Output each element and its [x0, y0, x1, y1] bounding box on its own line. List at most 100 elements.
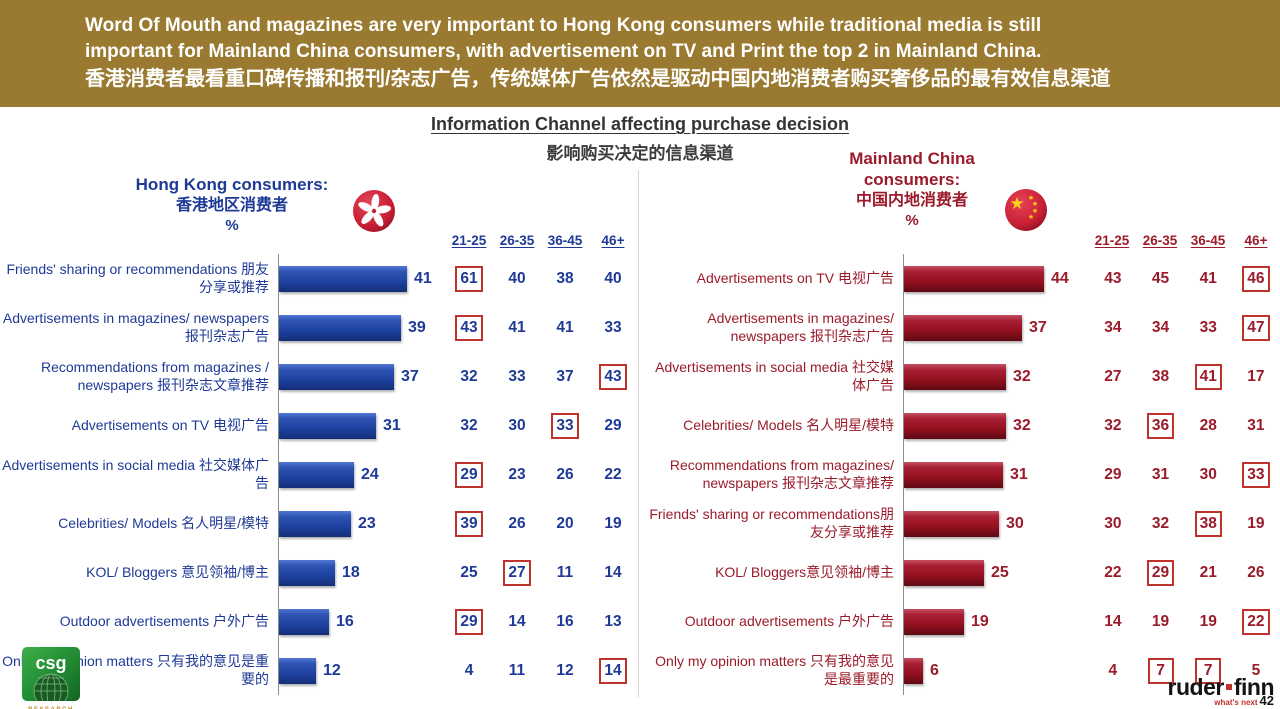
hk-panel-header: Hong Kong consumers: 香港地区消费者 %	[67, 174, 397, 236]
age-value: 61	[445, 265, 493, 292]
age-value: 32	[460, 416, 478, 434]
hk-row: Celebrities/ Models 名人明星/模特 23 39 26 20 …	[0, 499, 637, 548]
main-title-zh: 影响购买决定的信息渠道	[546, 144, 734, 163]
category-label: Advertisements in magazines/ newspapers …	[707, 310, 894, 344]
hk-title-zh: 香港地区消费者	[175, 197, 288, 214]
category-label: Advertisements in social media 社交媒体广告	[2, 457, 269, 491]
bar-value: 16	[336, 612, 354, 630]
bar	[904, 412, 1006, 439]
bar-value: 32	[1013, 416, 1031, 434]
bar	[904, 265, 1044, 292]
age-value: 31	[1247, 416, 1265, 434]
bar	[279, 461, 354, 488]
age-group-label: 26-35	[499, 233, 535, 248]
age-value: 29	[445, 608, 493, 635]
age-value: 7	[1184, 657, 1232, 684]
bar	[279, 657, 316, 684]
bar	[279, 412, 376, 439]
bar	[904, 314, 1022, 341]
age-value: 41	[556, 318, 574, 336]
category-label: Recommendations from magazines/ newspape…	[669, 457, 894, 491]
bar-value: 6	[930, 661, 939, 679]
age-value: 21	[1199, 563, 1217, 581]
category-label: Celebrities/ Models 名人明星/模特	[58, 514, 269, 531]
age-value: 27	[1104, 367, 1122, 385]
bar	[904, 461, 1003, 488]
bar-value: 31	[1010, 465, 1028, 483]
bar	[904, 363, 1006, 390]
bar-value: 37	[1029, 318, 1047, 336]
age-value: 41	[508, 318, 526, 336]
china-flag-icon: ★ ★ ★ ★ ★	[1005, 189, 1047, 231]
bar	[279, 608, 329, 635]
category-label: Advertisements on TV 电视广告	[71, 416, 269, 433]
hk-unit: %	[225, 217, 239, 234]
age-value: 33	[541, 412, 589, 439]
hk-row: Friends' sharing or recommendations 朋友分享…	[0, 254, 637, 303]
hk-row: Advertisements on TV 电视广告 31 32 30 33 29	[0, 401, 637, 450]
brand-dot-icon	[1225, 684, 1232, 691]
category-label: Outdoor advertisements 户外广告	[684, 612, 894, 629]
age-value: 26	[1247, 563, 1265, 581]
csg-logo-icon: csg	[22, 647, 80, 709]
bar-value: 24	[361, 465, 379, 483]
age-value: 43	[445, 314, 493, 341]
age-value: 28	[1199, 416, 1217, 434]
age-value: 41	[1184, 363, 1232, 390]
hk-chart: Friends' sharing or recommendations 朋友分享…	[0, 254, 637, 695]
mc-chart: Advertisements on TV 电视广告 44 43 45 41 46…	[643, 254, 1280, 695]
age-value: 40	[508, 269, 526, 287]
mc-title: Mainland China consumers:	[849, 149, 975, 189]
age-value: 27	[493, 559, 541, 586]
age-value: 33	[508, 367, 526, 385]
age-value: 32	[460, 367, 478, 385]
category-label: Advertisements on TV 电视广告	[696, 269, 894, 286]
svg-text:★: ★	[1032, 207, 1038, 215]
category-label: Advertisements in magazines/ newspapers …	[2, 310, 269, 344]
bar	[904, 510, 999, 537]
hk-row: Only my opinion matters 只有我的意见是重要的 12 4 …	[0, 646, 637, 695]
age-value: 45	[1151, 269, 1170, 287]
mc-row: Recommendations from magazines/ newspape…	[643, 450, 1280, 499]
category-label: Celebrities/ Models 名人明星/模特	[683, 416, 894, 433]
age-value: 19	[1247, 514, 1265, 532]
age-value: 30	[508, 416, 526, 434]
mc-panel-header: Mainland China consumers: 中国内地消费者 %	[832, 148, 992, 231]
header-line-1: Word Of Mouth and magazines are very imp…	[85, 15, 1042, 36]
age-value: 43	[589, 363, 637, 390]
age-value: 46	[1232, 265, 1280, 292]
mc-row: KOL/ Bloggers意见领袖/博主 25 22 29 21 26	[643, 548, 1280, 597]
age-value: 4	[1108, 661, 1118, 679]
category-label: Only my opinion matters 只有我的意见是最重要的	[655, 653, 894, 687]
age-value: 5	[1251, 661, 1261, 679]
main-title-en: Information Channel affecting purchase d…	[430, 114, 850, 134]
age-value: 40	[604, 269, 622, 287]
category-label: Outdoor advertisements 户外广告	[59, 612, 269, 629]
age-value: 33	[1232, 461, 1280, 488]
category-label: KOL/ Bloggers 意见领袖/博主	[86, 563, 269, 580]
category-label: KOL/ Bloggers意见领袖/博主	[715, 563, 894, 580]
age-value: 43	[1104, 269, 1122, 287]
age-value: 31	[1151, 465, 1170, 483]
age-value: 7	[1137, 657, 1185, 684]
age-value: 17	[1247, 367, 1265, 385]
bar	[904, 559, 984, 586]
category-label: Advertisements in social media 社交媒体广告	[655, 359, 894, 393]
svg-text:★: ★	[1028, 194, 1034, 202]
age-value: 34	[1104, 318, 1122, 336]
bar-value: 30	[1006, 514, 1024, 532]
age-value: 25	[460, 563, 478, 581]
bar-value: 19	[971, 612, 989, 630]
hk-row: Advertisements in magazines/ newspapers …	[0, 303, 637, 352]
bar-value: 39	[408, 318, 426, 336]
age-value: 33	[1199, 318, 1217, 336]
svg-text:★: ★	[1028, 213, 1034, 221]
age-group-label: 21-25	[1094, 233, 1130, 248]
mc-row: Advertisements in magazines/ newspapers …	[643, 303, 1280, 352]
category-label: Recommendations from magazines / newspap…	[41, 359, 269, 393]
mc-age-group-header: 21-25 26-35 36-45 46+	[1088, 233, 1280, 248]
mc-title-zh: 中国内地消费者	[855, 192, 968, 209]
age-value: 19	[1199, 612, 1217, 630]
main-title: Information Channel affecting purchase d…	[0, 114, 1280, 164]
